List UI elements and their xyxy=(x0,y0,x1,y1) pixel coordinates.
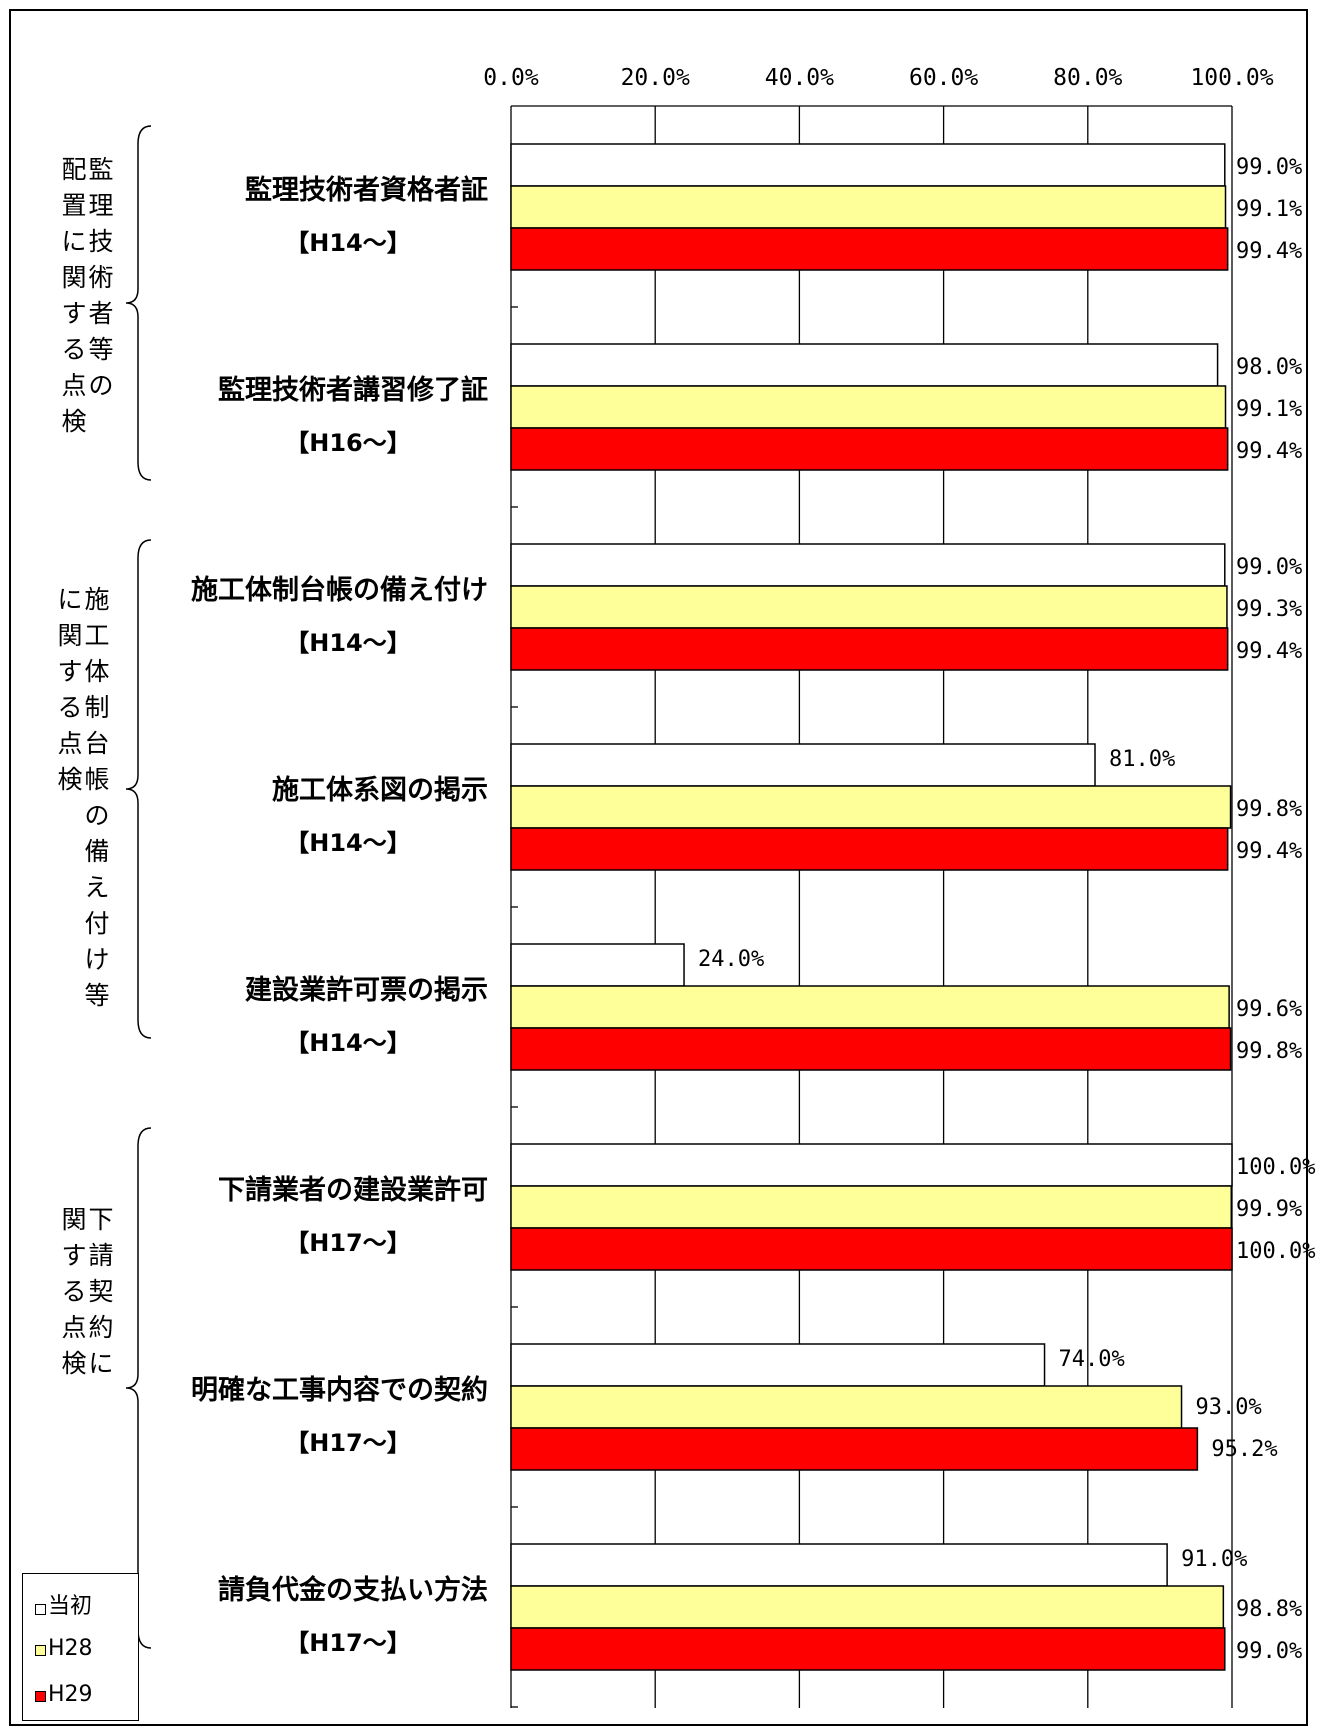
legend-swatch-1 xyxy=(35,1645,46,1656)
value-label-2-6: 95.2% xyxy=(1211,1437,1277,1462)
x-tick-label-5: 100.0% xyxy=(1190,65,1273,91)
bar-0-7 xyxy=(510,1543,1168,1587)
bar-1-5 xyxy=(510,1185,1233,1229)
bar-0-4 xyxy=(510,943,685,987)
category-sublabel-1: 【H16～】 xyxy=(285,429,410,457)
category-label-6: 明確な工事内容での契約 xyxy=(191,1374,488,1406)
group-brace-0 xyxy=(125,125,152,481)
category-label-1: 監理技術者講習修了証 xyxy=(218,374,488,406)
legend-label-2: H29 xyxy=(48,1682,93,1707)
value-label-0-4: 24.0% xyxy=(698,947,764,972)
bar-0-3 xyxy=(510,743,1096,787)
legend-swatch-0 xyxy=(35,1604,46,1615)
bar-layer xyxy=(510,143,1233,1671)
category-sublabel-6: 【H17～】 xyxy=(285,1429,410,1457)
label-layer: 0.0% 20.0% 40.0% 60.0% 80.0% 100.0% 99.0% 99.1%… xyxy=(57,65,1315,1664)
value-label-0-7: 91.0% xyxy=(1181,1547,1247,1572)
x-tick-label-4: 80.0% xyxy=(1053,65,1122,91)
category-label-5: 下請業者の建設業許可 xyxy=(218,1174,488,1206)
bar-0-1 xyxy=(510,343,1219,387)
value-label-2-1: 99.4% xyxy=(1236,439,1302,464)
value-label-0-0: 99.0% xyxy=(1236,155,1302,180)
legend-item-0: 当初 xyxy=(35,1588,92,1620)
category-sublabel-4: 【H14～】 xyxy=(285,1029,410,1057)
category-sublabel-3: 【H14～】 xyxy=(285,829,410,857)
legend-item-2: H29 xyxy=(35,1682,93,1707)
legend-swatch-2 xyxy=(35,1691,46,1702)
bar-1-0 xyxy=(510,185,1227,229)
value-label-1-3: 99.8% xyxy=(1236,797,1302,822)
category-sublabel-2: 【H14～】 xyxy=(285,629,410,657)
value-label-0-5: 100.0% xyxy=(1236,1155,1315,1180)
group-label-2-1: 関する点検 xyxy=(61,1205,86,1378)
legend: 当初 H28 H29 xyxy=(22,1573,139,1721)
bar-0-6 xyxy=(510,1343,1046,1387)
category-sublabel-7: 【H17～】 xyxy=(285,1629,410,1657)
group-label-1-1: に関する点検 xyxy=(57,585,82,794)
bar-2-4 xyxy=(510,1027,1232,1071)
group-brace-2 xyxy=(125,1127,152,1649)
category-label-4: 建設業許可票の掲示 xyxy=(245,974,488,1006)
bar-1-3 xyxy=(510,785,1232,829)
value-label-1-2: 99.3% xyxy=(1236,597,1302,622)
legend-label-1: H28 xyxy=(48,1636,93,1661)
value-label-1-6: 93.0% xyxy=(1196,1395,1262,1420)
value-label-0-1: 98.0% xyxy=(1236,355,1302,380)
value-label-0-3: 81.0% xyxy=(1109,747,1175,772)
value-label-2-4: 99.8% xyxy=(1236,1039,1302,1064)
x-tick-label-2: 40.0% xyxy=(765,65,834,91)
group-label-0-1: 配置に関する点検 xyxy=(61,155,86,436)
value-label-2-3: 99.4% xyxy=(1236,839,1302,864)
bar-0-0 xyxy=(510,143,1226,187)
bar-2-2 xyxy=(510,627,1229,671)
bar-0-5 xyxy=(510,1143,1233,1187)
value-label-1-5: 99.9% xyxy=(1236,1197,1302,1222)
value-label-1-0: 99.1% xyxy=(1236,197,1302,222)
bar-1-2 xyxy=(510,585,1228,629)
value-label-1-4: 99.6% xyxy=(1236,997,1302,1022)
legend-label-0: 当初 xyxy=(48,1594,93,1619)
value-label-2-5: 100.0% xyxy=(1236,1239,1315,1264)
value-label-1-7: 98.8% xyxy=(1236,1597,1302,1622)
x-tick-label-3: 60.0% xyxy=(909,65,978,91)
category-sublabel-5: 【H17～】 xyxy=(285,1229,410,1257)
x-tick-label-0: 0.0% xyxy=(483,65,539,91)
value-label-0-2: 99.0% xyxy=(1236,555,1302,580)
value-label-1-1: 99.1% xyxy=(1236,397,1302,422)
value-label-0-6: 74.0% xyxy=(1059,1347,1125,1372)
bar-1-7 xyxy=(510,1585,1225,1629)
value-label-2-7: 99.0% xyxy=(1236,1639,1302,1664)
group-label-1-0: 施工体制台帳の備え付け等 xyxy=(84,585,109,1010)
bar-1-6 xyxy=(510,1385,1183,1429)
bar-1-1 xyxy=(510,385,1227,429)
category-sublabel-0: 【H14～】 xyxy=(285,229,410,257)
bar-2-5 xyxy=(510,1227,1233,1271)
bar-1-4 xyxy=(510,985,1230,1029)
category-label-0: 監理技術者資格者証 xyxy=(245,174,488,206)
bar-2-1 xyxy=(510,427,1229,471)
bar-0-2 xyxy=(510,543,1226,587)
bar-2-7 xyxy=(510,1627,1226,1671)
group-label-2-0: 下請契約に xyxy=(88,1205,113,1378)
bar-2-6 xyxy=(510,1427,1199,1471)
group-brace-1 xyxy=(125,539,152,1039)
category-label-7: 請負代金の支払い方法 xyxy=(218,1574,488,1606)
bar-2-0 xyxy=(510,227,1229,271)
x-tick-label-1: 20.0% xyxy=(621,65,690,91)
value-label-2-0: 99.4% xyxy=(1236,239,1302,264)
category-label-2: 施工体制台帳の備え付け xyxy=(191,574,488,606)
category-label-3: 施工体系図の掲示 xyxy=(272,775,488,806)
bar-2-3 xyxy=(510,827,1229,871)
legend-item-1: H28 xyxy=(35,1636,93,1661)
value-label-2-2: 99.4% xyxy=(1236,639,1302,664)
group-label-0-0: 監理技術者等の xyxy=(88,155,113,400)
